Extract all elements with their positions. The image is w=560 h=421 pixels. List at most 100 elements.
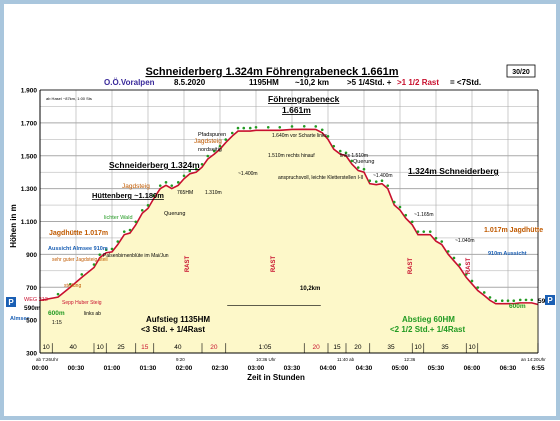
trail-marker <box>116 240 120 243</box>
segment-duration: 1:05 <box>259 344 272 351</box>
annotation-600-left: 600m <box>48 310 65 317</box>
trail-marker <box>212 149 216 153</box>
y-tick-label: 1.100 <box>21 219 38 226</box>
trail-marker <box>152 194 156 197</box>
annotation-nordseitig: nordseitig <box>198 147 222 153</box>
trail-marker <box>56 292 60 296</box>
trail-marker <box>314 125 318 128</box>
segment-duration: 20 <box>210 344 218 351</box>
annotation-palsenbirnen: Palsenbirnenblüte im Mai/Jun <box>103 253 169 259</box>
trail-marker <box>290 125 294 128</box>
trail-marker <box>302 124 306 128</box>
labels: Schneiderberg 1.324m Föhrengrabeneck 1.6… <box>6 64 555 382</box>
y-tick-label: 300 <box>26 351 37 358</box>
trail-marker <box>482 291 486 294</box>
x-tick-label: 04:00 <box>320 365 337 372</box>
annotation-abstieg-time: <2 1/2 Std.+ 1/4Rast <box>390 325 465 334</box>
segment-duration: 20 <box>354 344 362 351</box>
annotation-590-right: 590 <box>538 298 549 305</box>
annotation-jagdhuette-right: 1.017m Jagdhütte <box>484 227 543 234</box>
profile-fill <box>40 129 538 353</box>
segment-duration: 40 <box>70 344 78 351</box>
trail-marker <box>422 230 426 233</box>
trail-marker <box>440 240 444 243</box>
trail-marker <box>506 299 510 302</box>
trail-marker <box>446 250 450 253</box>
trail-marker <box>338 149 342 153</box>
trail-marker <box>458 263 462 266</box>
parking-right-box <box>545 295 555 305</box>
tick-labels: 300 500 700 900 1.100 1.300 1.500 1.700 1.900 00:… <box>21 88 545 373</box>
region-label: O.Ö.Voralpen <box>104 78 155 87</box>
x-tick-label: 02:30 <box>212 365 229 372</box>
elevation-chart: Schneiderberg 1.324m Föhrengrabeneck 1.6… <box>6 64 555 382</box>
x-tick-label: 00:00 <box>32 365 49 372</box>
trail-marker <box>236 126 240 130</box>
trail-marker <box>386 184 390 187</box>
annotation-1640: 1.640m vor Scharte links <box>272 133 328 139</box>
annotation-querung-2: Querung <box>353 159 374 165</box>
trail-marker <box>350 159 354 163</box>
trail-marker <box>128 228 132 232</box>
trail-marker <box>224 138 228 141</box>
annotation-huettenberg: Hüttenberg ~1.180m <box>92 191 164 200</box>
hm-label: 1195HM <box>249 78 279 87</box>
annotation-t1140: 11:40 ab <box>337 357 355 362</box>
annotation-1040: ~1.040m <box>455 238 475 244</box>
annotation-peak2: Schneiderberg 1.324m <box>109 160 200 170</box>
trail-marker <box>218 144 222 148</box>
trail-marker <box>92 263 96 266</box>
trail-marker <box>500 299 504 302</box>
segment-duration: 20 <box>313 344 321 351</box>
x-tick-label: 05:00 <box>392 365 409 372</box>
annotation-distance: 10,2km <box>300 286 320 292</box>
annotation-765hm: 765HM <box>177 190 193 196</box>
annotation-1510b: links 1.510m <box>340 153 368 159</box>
duration-label-a: >5 1/4Std. + <box>347 78 392 87</box>
y-tick-label: 700 <box>26 285 37 292</box>
trail-marker <box>320 128 324 132</box>
trail-marker <box>398 205 402 209</box>
trail-marker <box>488 296 492 299</box>
annotation-peak1-name: Föhrengrabeneck <box>268 94 340 104</box>
x-tick-label: 01:30 <box>140 365 157 372</box>
profile-line <box>39 128 539 306</box>
x-tick-label: 06:00 <box>464 365 481 372</box>
trail-marker <box>344 151 348 155</box>
date-label: 8.5.2020 <box>174 78 206 87</box>
annotation-lichter-wald: lichter Wald <box>104 215 133 221</box>
trail-marker <box>410 220 414 224</box>
trail-marker <box>368 179 372 182</box>
trail-marker <box>206 154 210 158</box>
annotation-t920: 9:20 <box>176 357 185 362</box>
chart-title: Schneiderberg 1.324m Föhrengrabeneck 1.6… <box>145 66 398 78</box>
trail-marker <box>362 167 366 171</box>
trail-marker <box>374 180 378 183</box>
annotation-steilung: steilung <box>64 283 81 289</box>
parking-left-icon: P <box>8 298 14 307</box>
trail-marker <box>326 135 330 138</box>
segment-duration: 35 <box>441 344 449 351</box>
trail-marker <box>452 256 456 260</box>
annotation-jagdsteig-1: Jagdsteig <box>122 183 150 190</box>
trail-marker <box>134 220 138 224</box>
annotation-pfadspuren: Pfadspuren <box>198 132 226 138</box>
y-tick-label: 1.900 <box>21 88 38 95</box>
x-axis-title: Zeit in Stunden <box>247 373 305 382</box>
y-tick-label: 500 <box>26 318 37 325</box>
annotation-t1236: 12:36 <box>404 357 416 362</box>
trail-marker <box>266 125 270 129</box>
trail-markers <box>56 124 534 302</box>
annotation-sepp: Sepp Huber Steig <box>62 300 102 306</box>
distance-label: ~10,2 km <box>295 78 329 87</box>
duration-label-c: = <7Std. <box>450 78 481 87</box>
annotation-peak3: 1.324m Schneiderberg <box>408 166 499 176</box>
segment-duration: 35 <box>387 344 395 351</box>
annotation-peak1-alt: 1.661m <box>282 105 311 115</box>
annotation-end-time: an 14:20Uhr <box>521 357 546 362</box>
parking-left-box <box>6 297 16 307</box>
trail-marker <box>530 298 534 302</box>
y-tick-label: 1.300 <box>21 186 38 193</box>
trail-marker <box>146 204 150 207</box>
annotation-aufstieg-time: <3 Std. + 1/4Rast <box>141 325 205 334</box>
